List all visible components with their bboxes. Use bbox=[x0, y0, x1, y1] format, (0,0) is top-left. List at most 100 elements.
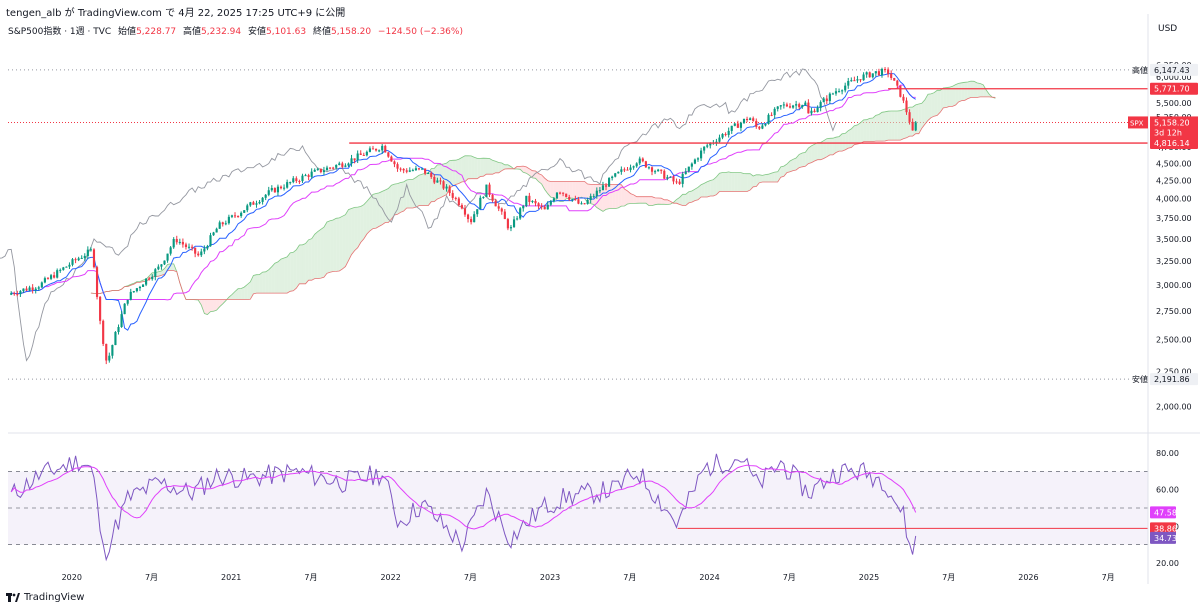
candle-body bbox=[598, 190, 601, 192]
cloud-segment bbox=[348, 208, 352, 261]
candle-body bbox=[289, 182, 292, 184]
candle-body bbox=[402, 168, 405, 171]
candle-body bbox=[641, 158, 644, 162]
cloud-segment bbox=[713, 176, 717, 197]
candle-body bbox=[592, 196, 595, 198]
low-value: 5,101.63 bbox=[266, 27, 307, 37]
candle-body bbox=[825, 98, 828, 102]
cloud-segment bbox=[256, 274, 260, 294]
cloud-segment bbox=[265, 269, 269, 294]
candle-body bbox=[218, 222, 221, 229]
candle-body bbox=[335, 165, 338, 168]
cloud-segment bbox=[339, 216, 343, 271]
x-tick-label: 7月 bbox=[304, 573, 317, 582]
footer[interactable]: TradingView bbox=[6, 592, 84, 603]
cloud-segment bbox=[897, 110, 901, 141]
candle-body bbox=[494, 200, 497, 207]
cloud-segment bbox=[471, 155, 475, 179]
y-tick-label: 2,500.00 bbox=[1156, 336, 1192, 345]
cloud-segment bbox=[949, 86, 953, 107]
candle-body bbox=[908, 112, 911, 122]
cloud-segment bbox=[747, 173, 751, 192]
candle-body bbox=[71, 259, 74, 265]
lagging-span-line bbox=[0, 68, 837, 362]
candle-body bbox=[95, 267, 99, 297]
cloud-segment bbox=[842, 133, 846, 152]
candle-body bbox=[841, 90, 844, 92]
candle-body bbox=[807, 102, 810, 114]
cloud-segment bbox=[624, 188, 628, 206]
cloud-segment bbox=[464, 155, 469, 182]
candle-body bbox=[187, 246, 191, 248]
rsi-tick-label: 60.00 bbox=[1156, 486, 1179, 495]
bar-countdown: 3d 12h bbox=[1154, 128, 1182, 137]
candle-body bbox=[528, 195, 531, 202]
candle-body bbox=[338, 163, 341, 166]
symbol-legend: S&P500指数 · 1週 · TVC 始値5,228.77 高値5,232.9… bbox=[8, 24, 463, 37]
cloud-segment bbox=[765, 174, 769, 182]
candle-body bbox=[675, 181, 678, 183]
cloud-segment bbox=[832, 137, 836, 155]
candle-body bbox=[295, 178, 298, 182]
candle-body bbox=[555, 192, 559, 199]
x-tick-label: 2025 bbox=[859, 573, 879, 582]
candle-body bbox=[488, 184, 491, 195]
candle-body bbox=[620, 169, 623, 172]
cloud-segment bbox=[704, 181, 708, 198]
grid bbox=[8, 69, 1148, 380]
cloud-segment bbox=[648, 196, 653, 206]
currency-label[interactable]: USD bbox=[1158, 24, 1178, 34]
cloud-segment bbox=[268, 266, 272, 294]
cloud-segment bbox=[728, 171, 732, 192]
candle-body bbox=[696, 158, 700, 160]
cloud-segment bbox=[771, 172, 775, 182]
candle-body bbox=[890, 73, 893, 78]
cloud-segment bbox=[541, 174, 545, 190]
candle-body bbox=[178, 241, 181, 243]
cloud-segment bbox=[578, 181, 582, 199]
rsi-value-tag-bg bbox=[1150, 531, 1176, 544]
cloud-segment bbox=[725, 171, 729, 192]
y-tick-label: 3,250.00 bbox=[1156, 257, 1192, 266]
cloud-segment bbox=[633, 194, 637, 204]
cloud-segment bbox=[563, 181, 567, 202]
candle-body bbox=[552, 198, 555, 202]
candle-body bbox=[129, 291, 132, 300]
high-label: 高値 bbox=[183, 27, 202, 37]
cloud-segment bbox=[507, 164, 511, 169]
candle-body bbox=[59, 269, 62, 271]
cloud-segment bbox=[372, 193, 377, 229]
cloud-segment bbox=[569, 181, 573, 199]
candle-body bbox=[703, 146, 706, 151]
cloud-segment bbox=[740, 172, 745, 192]
candle-body bbox=[374, 148, 378, 151]
candle-body bbox=[905, 100, 908, 113]
symbol-name[interactable]: S&P500指数 · 1週 · TVC bbox=[8, 27, 112, 37]
candle-body bbox=[844, 85, 847, 91]
cloud-segment bbox=[415, 175, 419, 208]
x-tick-label: 7月 bbox=[942, 573, 955, 582]
candle-body bbox=[252, 202, 255, 205]
candle-body bbox=[445, 186, 448, 189]
candle-body bbox=[233, 215, 237, 217]
candle-body bbox=[660, 169, 663, 171]
candle-body bbox=[914, 122, 917, 131]
candle-body bbox=[89, 249, 92, 251]
leading-span-a-line bbox=[90, 80, 996, 315]
cloud-segment bbox=[388, 185, 392, 223]
x-tick-label: 2023 bbox=[540, 573, 560, 582]
low-label: 安値 bbox=[1132, 374, 1148, 384]
cloud-segment bbox=[811, 144, 815, 163]
candle-body bbox=[654, 171, 657, 173]
candle-body bbox=[442, 181, 445, 189]
candle-body bbox=[249, 202, 252, 206]
candle-body bbox=[384, 145, 387, 153]
candle-body bbox=[522, 205, 525, 209]
cloud-segment bbox=[848, 128, 852, 149]
cloud-segment bbox=[363, 201, 367, 239]
candle-body bbox=[255, 203, 258, 205]
high-value: 5,232.94 bbox=[201, 27, 242, 37]
cloud-segment bbox=[327, 220, 331, 274]
cloud-segment bbox=[937, 90, 941, 116]
